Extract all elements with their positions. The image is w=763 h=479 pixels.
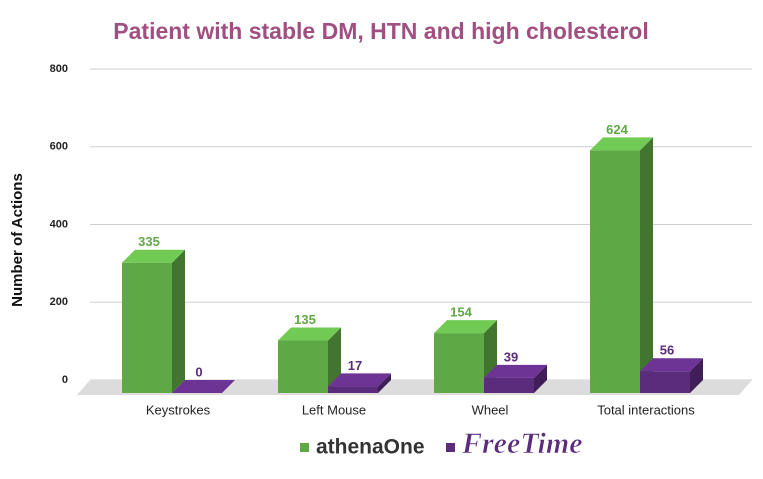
bar (122, 262, 172, 393)
value-label: 154 (450, 305, 472, 320)
bar-side (328, 327, 341, 393)
bar-top (590, 137, 653, 151)
bar (434, 333, 484, 393)
bar-side (378, 373, 391, 393)
legend-label: athenaOne (316, 436, 425, 459)
bar-3d (590, 137, 653, 393)
x-tick-label: Wheel (472, 402, 509, 417)
value-label: 135 (294, 312, 316, 327)
floor (77, 380, 752, 395)
bar (640, 371, 690, 393)
bar-side (534, 364, 547, 393)
bar-top (328, 373, 391, 387)
bar-3d (172, 380, 235, 393)
bar (278, 340, 328, 393)
bar-side (640, 137, 653, 393)
value-label: 39 (504, 349, 518, 364)
bar-3d (434, 320, 497, 393)
value-label: 56 (660, 343, 674, 358)
bar (328, 386, 378, 393)
value-label: 0 (195, 364, 202, 379)
bar-3d (484, 364, 547, 393)
y-tick-label: 800 (50, 63, 68, 75)
value-label: 335 (138, 234, 160, 249)
bar-top (278, 327, 341, 341)
bar-side (690, 358, 703, 393)
bar-3d (122, 249, 185, 393)
bar-3d (278, 327, 341, 393)
bar-top (172, 380, 235, 393)
y-tick-label: 600 (50, 141, 68, 153)
y-axis-label: Number of Actions (9, 173, 26, 307)
bar-top (640, 358, 703, 372)
x-tick-label: Left Mouse (302, 402, 366, 417)
bar-3d (640, 358, 703, 393)
bar-top (484, 364, 547, 378)
x-tick-label: Keystrokes (146, 402, 211, 417)
bar-top (122, 249, 185, 263)
value-label: 624 (606, 122, 628, 137)
value-label: 17 (348, 358, 362, 373)
bar-top (434, 320, 497, 334)
legend-swatch (300, 443, 309, 452)
bar-side (172, 249, 185, 393)
legend-swatch (446, 443, 455, 452)
x-tick-label: Total interactions (597, 402, 695, 417)
y-tick-label: 400 (50, 218, 68, 230)
bar-3d (328, 373, 391, 393)
bar (484, 377, 534, 393)
bar (590, 150, 640, 393)
y-tick-label: 200 (50, 296, 68, 308)
y-tick-label: 0 (62, 374, 68, 386)
legend-label: FreeTime (461, 427, 583, 460)
chart-title: Patient with stable DM, HTN and high cho… (113, 18, 648, 44)
